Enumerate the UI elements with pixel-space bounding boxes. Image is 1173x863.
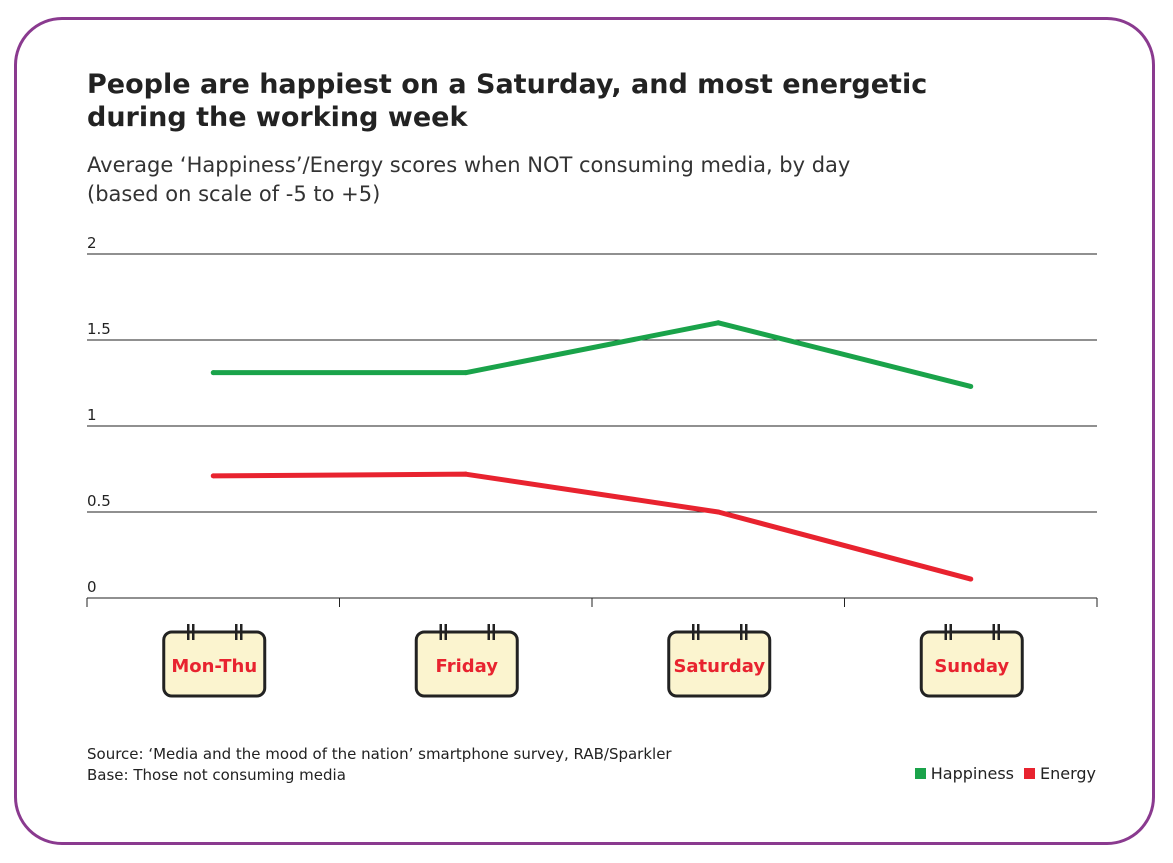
y-tick-label: 1: [87, 406, 97, 424]
data-point: [210, 473, 216, 479]
legend-label-energy: Energy: [1039, 764, 1096, 783]
y-tick-label: 0.5: [87, 492, 111, 510]
data-point: [463, 471, 469, 477]
subtitle-line-1: Average ‘Happiness’/Energy scores when N…: [87, 153, 851, 177]
data-point: [715, 509, 721, 515]
legend-swatch-happiness: [914, 768, 926, 779]
subtitle-line-2: (based on scale of -5 to +5): [87, 182, 381, 206]
chart-subtitle: Average ‘Happiness’/Energy scores when N…: [87, 151, 987, 209]
x-category-label: Mon-Thu: [171, 656, 257, 677]
chart-title: People are happiest on a Saturday, and m…: [87, 69, 928, 133]
source-line: Source: ‘Media and the mood of the natio…: [87, 745, 672, 763]
calendar-icon: [162, 630, 267, 698]
x-category-label: Sunday: [934, 656, 1009, 677]
data-point: [968, 576, 974, 582]
calendar-icon: [414, 630, 519, 698]
calendar-icon: [919, 630, 1024, 698]
y-tick-label: 0: [87, 578, 97, 596]
data-point: [210, 370, 216, 376]
legend-item-happiness: Happiness: [914, 764, 1014, 783]
data-point: [968, 383, 974, 389]
calendar-icon: [667, 630, 772, 698]
source-note: Source: ‘Media and the mood of the natio…: [87, 744, 672, 786]
legend: Happiness Energy: [914, 764, 1096, 783]
data-point: [463, 370, 469, 376]
card-frame: [14, 17, 1155, 845]
x-category-label: Saturday: [673, 656, 765, 677]
y-tick-label: 1.5: [87, 320, 111, 338]
series-line-happiness: [213, 320, 972, 389]
x-category-label: Friday: [436, 656, 499, 677]
legend-label-happiness: Happiness: [930, 764, 1014, 783]
legend-swatch-energy: [1023, 768, 1035, 779]
series-line-energy: [213, 471, 972, 582]
legend-item-energy: Energy: [1023, 764, 1096, 783]
base-line: Base: Those not consuming media: [87, 766, 346, 784]
data-point: [715, 320, 721, 326]
y-tick-label: 2: [87, 234, 97, 252]
